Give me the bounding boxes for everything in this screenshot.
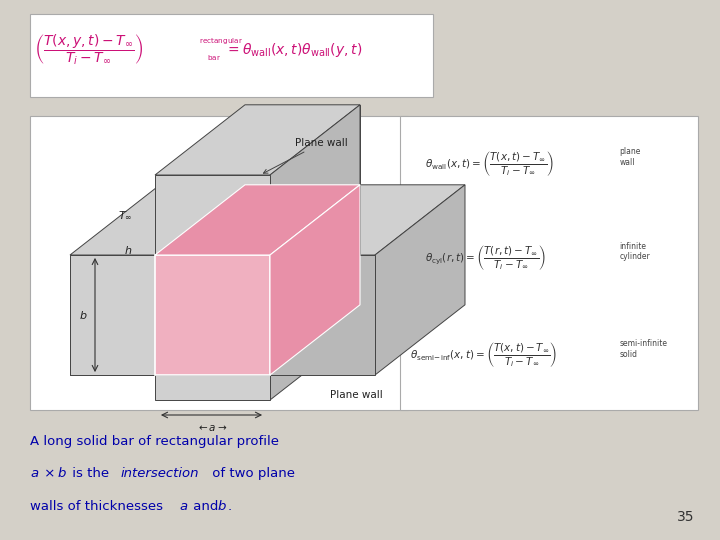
Text: 35: 35: [678, 510, 695, 524]
Text: $_{\rm rectangular}$: $_{\rm rectangular}$: [199, 37, 243, 47]
Text: $\theta_{\rm cyl}(r,t) = \left(\dfrac{T(r,t)-T_{\infty}}{T_i - T_{\infty}}\right: $\theta_{\rm cyl}(r,t) = \left(\dfrac{T(…: [425, 243, 546, 272]
Bar: [400, 116, 698, 410]
Text: and: and: [189, 500, 223, 512]
Text: Plane wall: Plane wall: [330, 390, 383, 400]
Polygon shape: [375, 185, 465, 375]
Polygon shape: [245, 105, 360, 330]
Text: b: b: [58, 467, 66, 480]
Text: b: b: [217, 500, 226, 512]
Bar: [30, 116, 408, 410]
Polygon shape: [70, 255, 155, 375]
Text: $\theta_{\rm wall}(x,t) = \left(\dfrac{T(x,t)-T_{\infty}}{T_i - T_{\infty}}\righ: $\theta_{\rm wall}(x,t) = \left(\dfrac{T…: [425, 148, 554, 178]
Text: intersection: intersection: [120, 467, 199, 480]
Text: a: a: [30, 467, 38, 480]
Text: Plane wall: Plane wall: [264, 138, 348, 173]
Text: $b$: $b$: [79, 309, 88, 321]
Text: a: a: [179, 500, 187, 512]
Text: of two plane: of two plane: [208, 467, 295, 480]
Polygon shape: [270, 185, 360, 375]
Text: .: .: [228, 500, 232, 512]
Polygon shape: [155, 185, 360, 255]
Text: ×: ×: [40, 467, 60, 480]
Text: $_{\rm bar}$: $_{\rm bar}$: [207, 53, 221, 63]
Text: walls of thicknesses: walls of thicknesses: [30, 500, 168, 512]
Text: $T_{\infty}$: $T_{\infty}$: [118, 209, 132, 221]
Text: A long solid bar of rectangular profile: A long solid bar of rectangular profile: [30, 435, 279, 448]
Polygon shape: [155, 255, 270, 375]
Text: infinite
cylinder: infinite cylinder: [619, 242, 650, 261]
Text: semi-infinite
solid: semi-infinite solid: [619, 339, 667, 359]
Polygon shape: [270, 255, 375, 375]
Polygon shape: [155, 105, 360, 175]
Polygon shape: [270, 105, 360, 400]
Bar: [30, 14, 433, 97]
Polygon shape: [70, 255, 155, 375]
Polygon shape: [155, 375, 270, 400]
Text: $h$: $h$: [124, 244, 132, 256]
Text: $\theta_{\rm semi\!-\!inf}(x,t) = \left(\dfrac{T(x,t)-T_{\infty}}{T_i - T_{\inft: $\theta_{\rm semi\!-\!inf}(x,t) = \left(…: [410, 340, 558, 369]
Text: is the: is the: [68, 467, 113, 480]
Polygon shape: [155, 175, 270, 255]
Text: $\leftarrow a \rightarrow$: $\leftarrow a \rightarrow$: [197, 423, 228, 433]
Text: $= \theta_{\rm wall}(x, t)\theta_{\rm wall}(y, t)$: $= \theta_{\rm wall}(x, t)\theta_{\rm wa…: [225, 41, 362, 59]
Text: $\left(\dfrac{T(x,y,t)-T_{\infty}}{T_i - T_{\infty}}\right)$: $\left(\dfrac{T(x,y,t)-T_{\infty}}{T_i -…: [34, 32, 143, 68]
Polygon shape: [70, 185, 465, 255]
Text: plane
wall: plane wall: [619, 147, 641, 167]
